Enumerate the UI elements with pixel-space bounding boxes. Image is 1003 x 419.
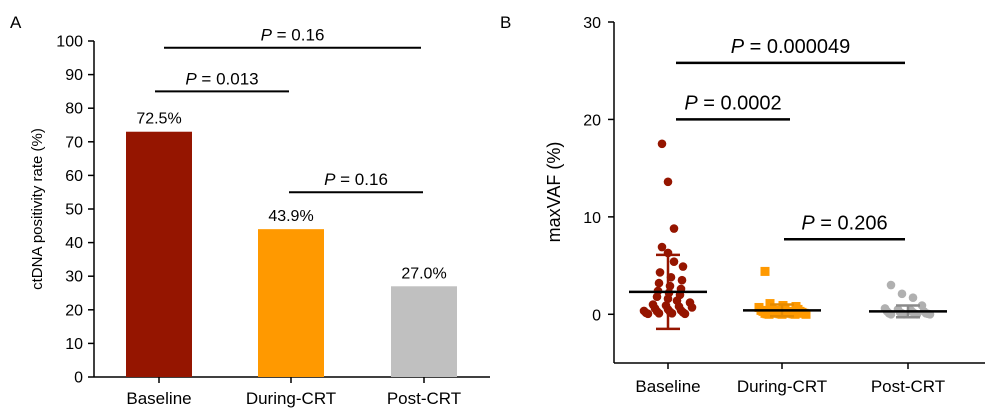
panel-b-data-point	[764, 309, 774, 319]
panel-b-data-point	[669, 257, 679, 266]
panel-a-bar	[258, 229, 324, 377]
panel-b-category-label: During-CRT	[737, 377, 827, 396]
panel-b-data-point	[667, 309, 677, 318]
panel-a-p-value: P = 0.16	[324, 170, 388, 189]
panel-b-data-point	[654, 309, 664, 318]
panel-a-category-label: Post-CRT	[387, 389, 461, 408]
panel-a-data-label: 43.9%	[268, 208, 313, 225]
panel-a-y-tick-label: 100	[56, 34, 83, 51]
panel-b-y-tick-label: 10	[583, 210, 601, 227]
panel-a-bar	[391, 286, 457, 377]
panel-b-p-value: P = 0.206	[801, 212, 887, 234]
panel-b-data-point	[687, 303, 697, 312]
panel-b-y-axis-label: maxVAF (%)	[544, 142, 564, 243]
panel-b-p-value: P = 0.000049	[731, 36, 851, 58]
panel-a-category-label: During-CRT	[246, 389, 336, 408]
panel-a-category-label: Baseline	[126, 389, 191, 408]
panel-a-letter: A	[10, 13, 22, 32]
panel-b-y-tick-label: 20	[583, 112, 601, 129]
panel-a-data-label: 72.5%	[136, 111, 181, 128]
panel-b-data-point	[654, 278, 664, 288]
panel-b-data-point	[657, 139, 667, 149]
panel-b-data-point	[801, 309, 811, 319]
panel-b-data-point	[657, 242, 667, 252]
panel-b-data-point	[790, 309, 800, 319]
panel-a-y-tick-label: 0	[74, 370, 83, 387]
panel-a-y-tick-label: 10	[65, 336, 83, 353]
panel-b-p-value: P = 0.0002	[684, 92, 781, 114]
panel-b-data-point	[643, 309, 653, 319]
panel-b-data-point	[677, 275, 687, 285]
panel-b-data-point	[908, 293, 918, 303]
panel-b-category-label: Post-CRT	[871, 377, 945, 396]
panel-a-y-axis-label: ctDNA positivity rate (%)	[29, 128, 46, 290]
panel-b-data-point	[678, 262, 688, 271]
panel-b-letter: B	[500, 13, 511, 32]
panel-b-y-tick-label: 0	[592, 307, 601, 324]
panel-b-category-label: Baseline	[635, 377, 700, 396]
panel-a-y-tick-label: 70	[65, 134, 83, 151]
panel-a-y-tick-label: 30	[65, 269, 83, 286]
panel-a-p-value: P = 0.013	[185, 69, 258, 88]
panel-a-data-label: 27.0%	[401, 265, 446, 282]
panel-a-y-tick-label: 50	[65, 202, 83, 219]
panel-a-y-tick-label: 40	[65, 235, 83, 252]
panel-a-y-tick-label: 80	[65, 101, 83, 118]
panel-b-y-tick-label: 30	[583, 15, 601, 32]
panel-a-p-value: P = 0.16	[261, 26, 325, 45]
panel-b-data-point	[886, 280, 896, 290]
panel-b-scatter-chart: maxVAF (%) 0 10 20 30 Baseline During-CRT Pos…	[544, 15, 985, 396]
panel-a-y-tick-label: 90	[65, 67, 83, 84]
panel-b-data-point	[655, 268, 665, 277]
panel-b-data-point	[669, 224, 679, 233]
panel-b-data-point	[652, 292, 662, 302]
panel-a-bar-chart: ctDNA positivity rate (%) 0 10 20 30 40 50 60 7…	[29, 26, 490, 408]
panel-b-data-point	[760, 266, 770, 276]
panel-a-bar	[126, 131, 192, 377]
panel-b-data-point	[680, 309, 690, 319]
panel-a-y-tick-label: 60	[65, 168, 83, 185]
panel-b-data-point	[897, 289, 907, 299]
panel-a-y-tick-label: 20	[65, 302, 83, 319]
panel-b-data-point	[663, 177, 673, 187]
